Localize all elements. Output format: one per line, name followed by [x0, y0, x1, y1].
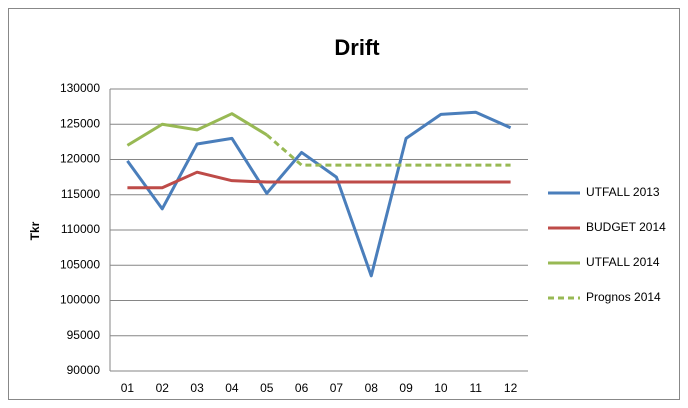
x-tick-label: 10 [434, 381, 448, 395]
x-tick-label: 11 [470, 381, 483, 395]
x-tick-label: 05 [260, 381, 274, 395]
y-tick-label: 105000 [60, 257, 100, 271]
series-line [127, 170, 511, 190]
x-tick-label: 08 [365, 381, 379, 395]
legend-label: UTFALL 2014 [586, 255, 660, 269]
x-tick-label: 02 [156, 381, 170, 395]
x-tick-label: 04 [225, 381, 239, 395]
y-tick-label: 120000 [60, 152, 100, 166]
x-tick-label: 09 [399, 381, 413, 395]
y-axis-label: Tkr [28, 221, 42, 240]
chart-frame [8, 8, 680, 400]
legend-label: UTFALL 2013 [586, 185, 660, 199]
series-line [265, 133, 511, 167]
y-tick-label: 95000 [67, 328, 101, 342]
y-tick-label: 110000 [61, 222, 100, 236]
y-tick-label: 130000 [60, 81, 100, 95]
legend-label: Prognos 2014 [586, 290, 661, 304]
y-tick-label: 100000 [60, 293, 100, 307]
x-tick-label: 12 [504, 381, 518, 395]
x-tick-label: 03 [190, 381, 204, 395]
x-tick-label: 01 [121, 381, 135, 395]
y-tick-label: 125000 [60, 116, 100, 130]
series-line [126, 112, 268, 147]
legend-label: BUDGET 2014 [586, 220, 666, 234]
chart-title: Drift [334, 35, 380, 60]
x-tick-label: 06 [295, 381, 309, 395]
x-tick-label: 07 [330, 381, 344, 395]
y-tick-label: 115000 [61, 187, 100, 201]
y-tick-label: 90000 [67, 363, 101, 377]
